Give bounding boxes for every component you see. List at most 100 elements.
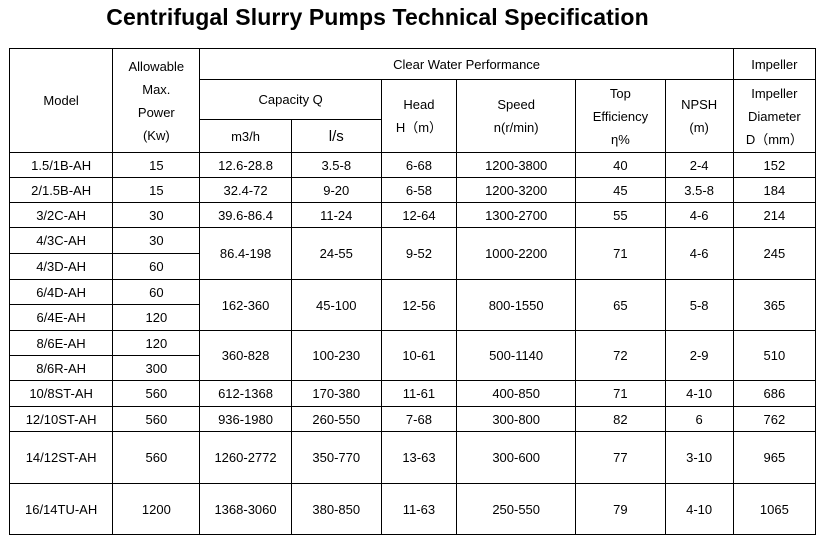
capacity-ls-cell: 9-20 [290, 177, 382, 203]
model-cell: 8/6E-AH [8, 330, 114, 356]
speed-cell: 1300-2700 [456, 202, 577, 228]
capacity-m3h-cell: 86.4-198 [199, 227, 292, 280]
capacity-ls-cell: 260-550 [290, 406, 382, 432]
header-impeller-line3: D（mm） [745, 131, 803, 147]
capacity-ls-cell: 170-380 [290, 380, 382, 407]
power-cell: 560 [112, 380, 201, 407]
header-head-line1: Head [403, 97, 435, 112]
header-impeller-line2: Diameter [747, 108, 801, 124]
header-impeller-group: Impeller [732, 48, 817, 80]
header-speed-line2: n(r/min) [493, 120, 539, 135]
model-cell: 6/4E-AH [8, 304, 114, 331]
impeller-cell: 365 [732, 279, 817, 331]
impeller-cell: 686 [732, 380, 817, 407]
impeller-cell: 762 [732, 406, 817, 432]
impeller-cell: 510 [732, 330, 817, 381]
header-capacity-ls: l/s [290, 119, 382, 153]
header-speed: Speed n(r/min) [456, 79, 577, 153]
capacity-ls-cell: 11-24 [290, 202, 382, 228]
npsh-cell: 4-10 [664, 483, 734, 535]
power-cell: 300 [112, 355, 201, 381]
power-cell: 60 [112, 253, 201, 280]
capacity-ls-cell: 3.5-8 [290, 152, 382, 178]
efficiency-cell: 40 [575, 152, 666, 178]
head-cell: 9-52 [380, 227, 458, 280]
header-impeller-line1: Impeller [751, 85, 798, 101]
model-cell: 3/2C-AH [8, 202, 114, 228]
npsh-cell: 4-6 [664, 227, 734, 280]
header-head-line2: H（m） [395, 120, 443, 135]
power-cell: 30 [112, 202, 201, 228]
head-cell: 13-63 [380, 431, 458, 484]
head-cell: 12-64 [380, 202, 458, 228]
head-cell: 10-61 [380, 330, 458, 381]
table-row: 4/3C-AH 30 86.4-198 24-55 9-52 1000-2200… [8, 227, 817, 280]
npsh-cell: 4-10 [664, 380, 734, 407]
header-npsh: NPSH (m) [664, 79, 734, 153]
model-cell: 1.5/1B-AH [8, 152, 114, 178]
header-head: Head H（m） [380, 79, 458, 153]
capacity-m3h-cell: 1260-2772 [199, 431, 292, 484]
speed-cell: 300-800 [456, 406, 577, 432]
table-row: 12/10ST-AH 560 936-1980 260-550 7-68 300… [8, 406, 817, 432]
speed-cell: 1200-3200 [456, 177, 577, 203]
npsh-cell: 2-4 [664, 152, 734, 178]
head-cell: 6-58 [380, 177, 458, 203]
header-npsh-line1: NPSH [681, 97, 718, 112]
capacity-m3h-cell: 612-1368 [199, 380, 292, 407]
impeller-cell: 1065 [732, 483, 817, 535]
head-cell: 6-68 [380, 152, 458, 178]
table-row: 4/3D-AH 60 [8, 253, 816, 280]
header-efficiency: Top Efficiency η% [575, 79, 666, 153]
header-capacity-m3h: m3/h [199, 119, 292, 153]
efficiency-cell: 72 [575, 330, 666, 381]
table-row: 14/12ST-AH 560 1260-2772 350-770 13-63 3… [8, 431, 817, 484]
power-cell: 560 [112, 406, 201, 432]
efficiency-cell: 82 [575, 406, 666, 432]
model-cell: 14/12ST-AH [8, 431, 114, 484]
capacity-m3h-cell: 162-360 [199, 279, 292, 331]
speed-cell: 500-1140 [456, 330, 577, 381]
capacity-ls-cell: 24-55 [290, 227, 382, 280]
npsh-cell: 2-9 [664, 330, 734, 381]
model-cell: 12/10ST-AH [8, 406, 114, 432]
speed-cell: 1000-2200 [456, 227, 577, 280]
power-cell: 30 [112, 227, 201, 254]
header-capacity: Capacity Q [199, 79, 382, 120]
impeller-cell: 965 [732, 431, 817, 484]
page-title: Centrifugal Slurry Pumps Technical Speci… [106, 4, 649, 30]
header-efficiency-line2: Efficiency [592, 108, 649, 124]
impeller-cell: 184 [732, 177, 817, 203]
speed-cell: 1200-3800 [456, 152, 577, 178]
model-cell: 10/8ST-AH [8, 380, 114, 407]
header-efficiency-line3: η% [611, 131, 630, 147]
head-cell: 11-63 [380, 483, 458, 535]
capacity-ls-cell: 380-850 [290, 483, 382, 535]
capacity-ls-cell: 350-770 [290, 431, 382, 484]
efficiency-cell: 45 [575, 177, 666, 203]
efficiency-cell: 55 [575, 202, 666, 228]
capacity-m3h-cell: 39.6-86.4 [199, 202, 292, 228]
table-row: 3/2C-AH 30 39.6-86.4 11-24 12-64 1300-27… [8, 202, 817, 228]
table-header: Model Allowable Max. Power (Kw) Clear Wa… [8, 48, 817, 153]
header-efficiency-line1: Top [609, 85, 631, 101]
header-power: Allowable Max. Power (Kw) [112, 48, 201, 153]
header-power-line3: Power [137, 104, 175, 120]
speed-cell: 800-1550 [456, 279, 577, 331]
header-impeller-diameter: Impeller Diameter D（mm） [732, 79, 817, 153]
power-cell: 560 [112, 431, 201, 484]
head-cell: 12-56 [380, 279, 458, 331]
model-cell: 4/3D-AH [8, 253, 114, 280]
model-cell: 4/3C-AH [8, 227, 114, 254]
table-body: 1.5/1B-AH 15 12.6-28.8 3.5-8 6-68 1200-3… [8, 152, 817, 535]
table-row: 8/6E-AH 120 360-828 100-230 10-61 500-11… [8, 330, 817, 381]
head-cell: 7-68 [380, 406, 458, 432]
table-row: 1.5/1B-AH 15 12.6-28.8 3.5-8 6-68 1200-3… [8, 152, 817, 178]
power-cell: 120 [112, 330, 201, 356]
power-cell: 15 [112, 177, 201, 203]
table-row: 16/14TU-AH 1200 1368-3060 380-850 11-63 … [8, 483, 817, 535]
impeller-cell: 152 [732, 152, 817, 178]
capacity-ls-cell: 45-100 [290, 279, 382, 331]
model-cell: 16/14TU-AH [8, 483, 114, 535]
header-power-line1: Allowable [128, 58, 185, 74]
